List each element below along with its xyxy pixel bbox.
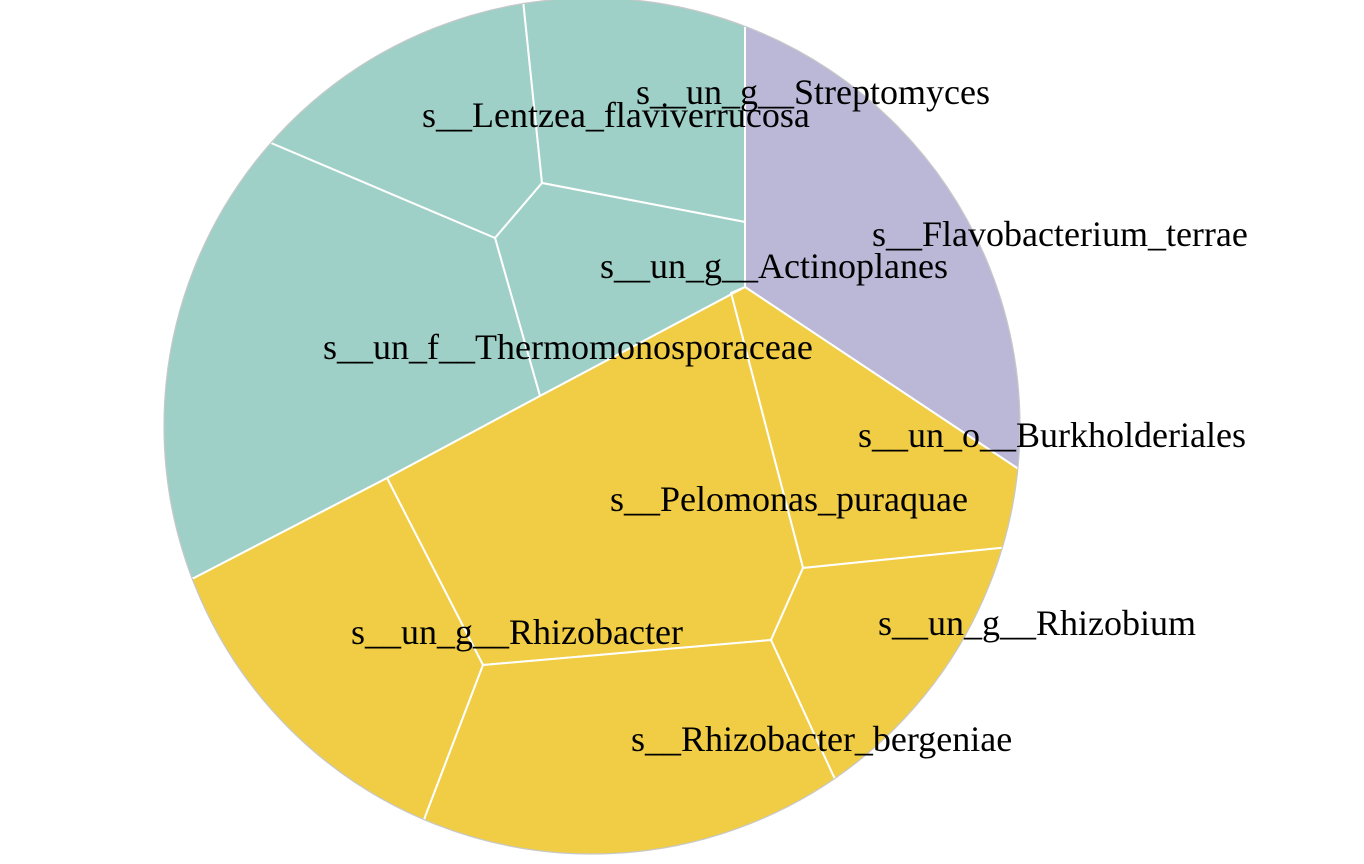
label-burkholderiales: s__un_o__Burkholderiales xyxy=(858,415,1246,455)
label-layer: s__un_g__Streptomyces s__Lentzea_flavive… xyxy=(323,72,1248,759)
label-actinoplanes: s__un_g__Actinoplanes xyxy=(600,246,948,286)
label-rhizobacter: s__un_g__Rhizobacter xyxy=(351,612,683,652)
label-lentzea-flaviverrucosa: s__Lentzea_flaviverrucosa xyxy=(422,95,810,135)
cell-rhizobium[interactable] xyxy=(770,539,1100,864)
label-streptomyces: s__un_g__Streptomyces xyxy=(636,72,990,112)
label-rhizobacter-bergeniae: s__Rhizobacter_bergeniae xyxy=(631,719,1012,759)
label-pelomonas-puraquae: s__Pelomonas_puraquae xyxy=(610,479,968,519)
cell-layer xyxy=(164,0,1100,864)
label-thermomonosporaceae: s__un_f__Thermomonosporaceae xyxy=(323,327,813,367)
label-rhizobium: s__un_g__Rhizobium xyxy=(878,603,1196,643)
label-flavobacterium-terrae: s__Flavobacterium_terrae xyxy=(872,214,1248,254)
treemap-boundary xyxy=(163,0,1021,855)
